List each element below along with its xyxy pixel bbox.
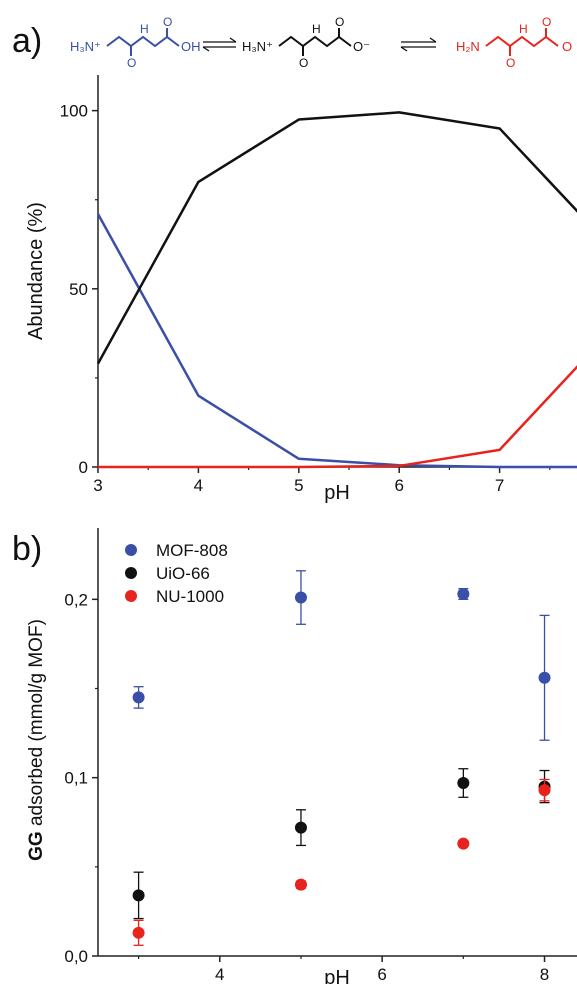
y-tick-label-b: 0,2: [64, 590, 88, 609]
y-axis-title-a: Abundance (%): [25, 202, 47, 340]
anion-backbone: [485, 35, 559, 48]
x-tick-label-b: 6: [377, 965, 386, 984]
data-point-0-2: [457, 587, 470, 600]
data-point-1-2: [457, 777, 470, 790]
x-tick-label-b: 4: [215, 965, 224, 984]
series-line-a-1: [96, 111, 577, 365]
x-tick-label-a: 7: [495, 476, 504, 495]
chart-a-speciation: 345678050100pHAbundance (%): [25, 75, 577, 504]
y-axis-title-b-rest: adsorbed (mmol/g MOF): [26, 619, 47, 831]
legend-marker-1: [125, 567, 137, 579]
data-point-2-0: [132, 926, 145, 939]
zwitterion-nh-atom: H: [312, 22, 321, 36]
y-tick-label-a: 0: [79, 458, 88, 477]
series-line-a-2: [98, 365, 577, 469]
y-tick-label-b: 0,1: [64, 769, 88, 788]
cation-nh-atom: H: [140, 22, 149, 36]
data-point-0-1: [294, 591, 307, 604]
x-tick-label-a: 6: [394, 476, 403, 495]
data-point-1-1: [294, 821, 307, 834]
reaction-scheme: H₃N⁺ H O O OH H₃N⁺ H O O O⁻: [70, 15, 572, 70]
legend-label-2: NU-1000: [156, 587, 224, 606]
panel-b-label: b): [12, 530, 42, 568]
y-axis-title-b: GG adsorbed (mmol/g MOF): [26, 619, 47, 861]
chart-b-adsorption: 4 6 8 0,0 0,1 0,2 pH GG adsorbed (mmol/g MOF) MO…: [26, 528, 577, 984]
y-tick-label-b: 0,0: [64, 947, 88, 966]
zwitterion-backbone: [278, 35, 352, 48]
species-zwitterion: H₃N⁺ H O O O⁻: [242, 15, 370, 70]
cation-backbone: [106, 35, 180, 48]
x-tick-label-a: 4: [194, 476, 203, 495]
anion-nh-atom: H: [519, 22, 528, 36]
anion-o-atom-top: O: [542, 15, 551, 29]
x-axis-title-b: pH: [324, 967, 350, 984]
species-anion: H₂N H O O O: [456, 15, 572, 70]
legend-label-1: UiO-66: [156, 564, 210, 583]
data-point-1-0: [132, 889, 145, 902]
y-tick-label-a: 100: [60, 102, 88, 121]
data-point-0-3: [538, 671, 551, 684]
panel-a-label: a): [12, 22, 42, 60]
equilibrium-arrow-1: [202, 37, 237, 52]
cation-o-atom-1: O: [127, 56, 136, 70]
x-tick-label-a: 5: [294, 476, 303, 495]
cation-right-group: OH: [181, 39, 201, 54]
x-axis-title-a: pH: [324, 482, 350, 504]
data-point-2-1: [294, 878, 307, 891]
cation-o-atom-top: O: [163, 15, 172, 29]
species-cation: H₃N⁺ H O O OH: [70, 15, 201, 70]
anion-o-atom-1: O: [506, 56, 515, 70]
zwitterion-left-group: H₃N⁺: [242, 39, 273, 54]
y-tick-label-a: 50: [69, 280, 88, 299]
equilibrium-arrow-2: [400, 37, 437, 52]
cation-left-group: H₃N⁺: [70, 39, 101, 54]
x-tick-label-a: 3: [93, 476, 102, 495]
zwitterion-right-group: O⁻: [353, 39, 370, 54]
x-tick-label-b: 8: [540, 965, 549, 984]
anion-left-group: H₂N: [456, 39, 480, 54]
zwitterion-o-atom-1: O: [299, 56, 308, 70]
series-line-a-0: [96, 213, 577, 469]
legend-label-0: MOF-808: [156, 541, 228, 560]
data-point-2-3: [538, 784, 551, 797]
zwitterion-o-atom-top: O: [335, 15, 344, 29]
data-point-0-0: [132, 691, 145, 704]
data-point-2-2: [457, 837, 470, 850]
y-axis-title-b-bold: GG: [26, 831, 47, 861]
anion-right-group: O: [562, 39, 572, 54]
legend-marker-2: [125, 590, 137, 602]
legend-marker-0: [125, 544, 137, 556]
